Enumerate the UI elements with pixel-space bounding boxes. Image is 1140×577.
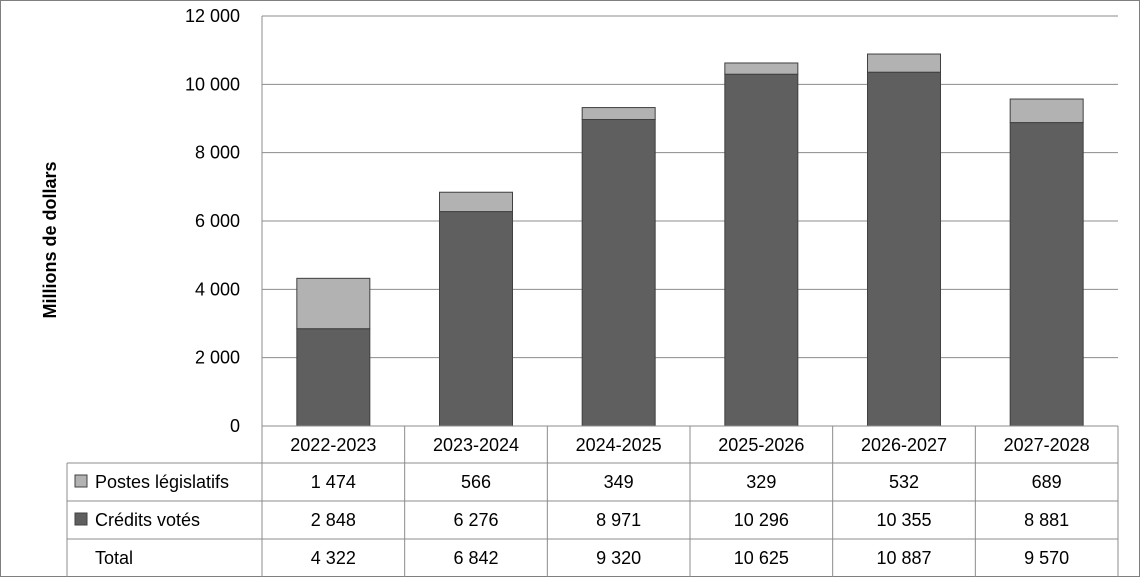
table-cell-value: 9 570 bbox=[1024, 548, 1069, 568]
bar-postes-legislatifs bbox=[296, 277, 371, 330]
table-cell-value: 9 320 bbox=[596, 548, 641, 568]
table-cell-value: 566 bbox=[461, 472, 491, 492]
y-tick-label: 10 000 bbox=[185, 74, 240, 94]
y-tick-label: 12 000 bbox=[185, 6, 240, 26]
y-tick-label: 0 bbox=[230, 416, 240, 436]
bar-credits-votes bbox=[439, 211, 513, 427]
table-cell-value: 10 887 bbox=[876, 548, 931, 568]
bar-credits-votes bbox=[867, 71, 941, 427]
table-cell-value: 6 276 bbox=[453, 510, 498, 530]
legend-swatch bbox=[74, 474, 88, 488]
x-category-label: 2027-2028 bbox=[1004, 435, 1090, 455]
bar-credits-votes bbox=[296, 328, 371, 427]
y-axis-label: Millions de dollars bbox=[40, 161, 60, 318]
table-row-label: Crédits votés bbox=[95, 510, 200, 530]
y-tick-label: 4 000 bbox=[195, 279, 240, 299]
x-category-label: 2022-2023 bbox=[290, 435, 376, 455]
bar-credits-votes bbox=[1009, 122, 1084, 427]
table-row-label: Total bbox=[95, 548, 133, 568]
table-cell-value: 10 296 bbox=[734, 510, 789, 530]
bar-credits-votes bbox=[724, 73, 799, 427]
table-cell-value: 349 bbox=[604, 472, 634, 492]
table-cell-value: 2 848 bbox=[311, 510, 356, 530]
table-cell-value: 8 881 bbox=[1024, 510, 1069, 530]
table-cell-value: 10 625 bbox=[734, 548, 789, 568]
y-tick-label: 6 000 bbox=[195, 211, 240, 231]
x-category-label: 2025-2026 bbox=[718, 435, 804, 455]
x-category-label: 2026-2027 bbox=[861, 435, 947, 455]
table-cell-value: 4 322 bbox=[311, 548, 356, 568]
x-category-label: 2024-2025 bbox=[576, 435, 662, 455]
y-tick-label: 2 000 bbox=[195, 348, 240, 368]
table-cell-value: 6 842 bbox=[453, 548, 498, 568]
bar-postes-legislatifs bbox=[439, 191, 513, 213]
legend-swatch bbox=[74, 512, 88, 526]
bar-credits-votes bbox=[581, 118, 656, 427]
table-cell-value: 8 971 bbox=[596, 510, 641, 530]
bar-postes-legislatifs bbox=[724, 62, 799, 75]
bar-postes-legislatifs bbox=[1009, 98, 1084, 124]
table-row-label: Postes législatifs bbox=[95, 472, 229, 492]
table-cell-value: 1 474 bbox=[311, 472, 356, 492]
table-cell-value: 532 bbox=[889, 472, 919, 492]
table-cell-value: 329 bbox=[746, 472, 776, 492]
x-category-label: 2023-2024 bbox=[433, 435, 519, 455]
bar-postes-legislatifs bbox=[867, 53, 941, 73]
bar-postes-legislatifs bbox=[581, 107, 656, 120]
y-tick-label: 8 000 bbox=[195, 143, 240, 163]
table-cell-value: 10 355 bbox=[876, 510, 931, 530]
table-cell-value: 689 bbox=[1032, 472, 1062, 492]
